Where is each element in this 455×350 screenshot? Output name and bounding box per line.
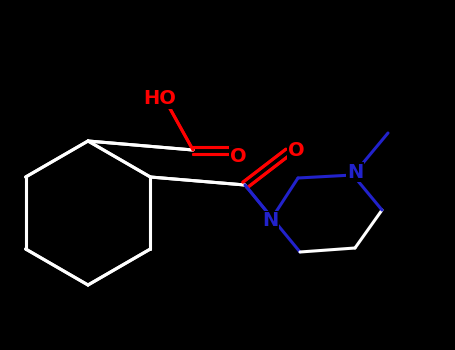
Text: N: N: [347, 162, 363, 182]
Text: HO: HO: [144, 90, 177, 108]
Text: O: O: [230, 147, 246, 166]
Text: N: N: [262, 211, 278, 231]
Text: O: O: [288, 140, 304, 160]
Text: HO: HO: [144, 90, 177, 108]
Text: N: N: [262, 212, 278, 231]
Text: N: N: [262, 211, 278, 231]
Text: O: O: [230, 147, 246, 166]
Text: O: O: [288, 140, 304, 160]
